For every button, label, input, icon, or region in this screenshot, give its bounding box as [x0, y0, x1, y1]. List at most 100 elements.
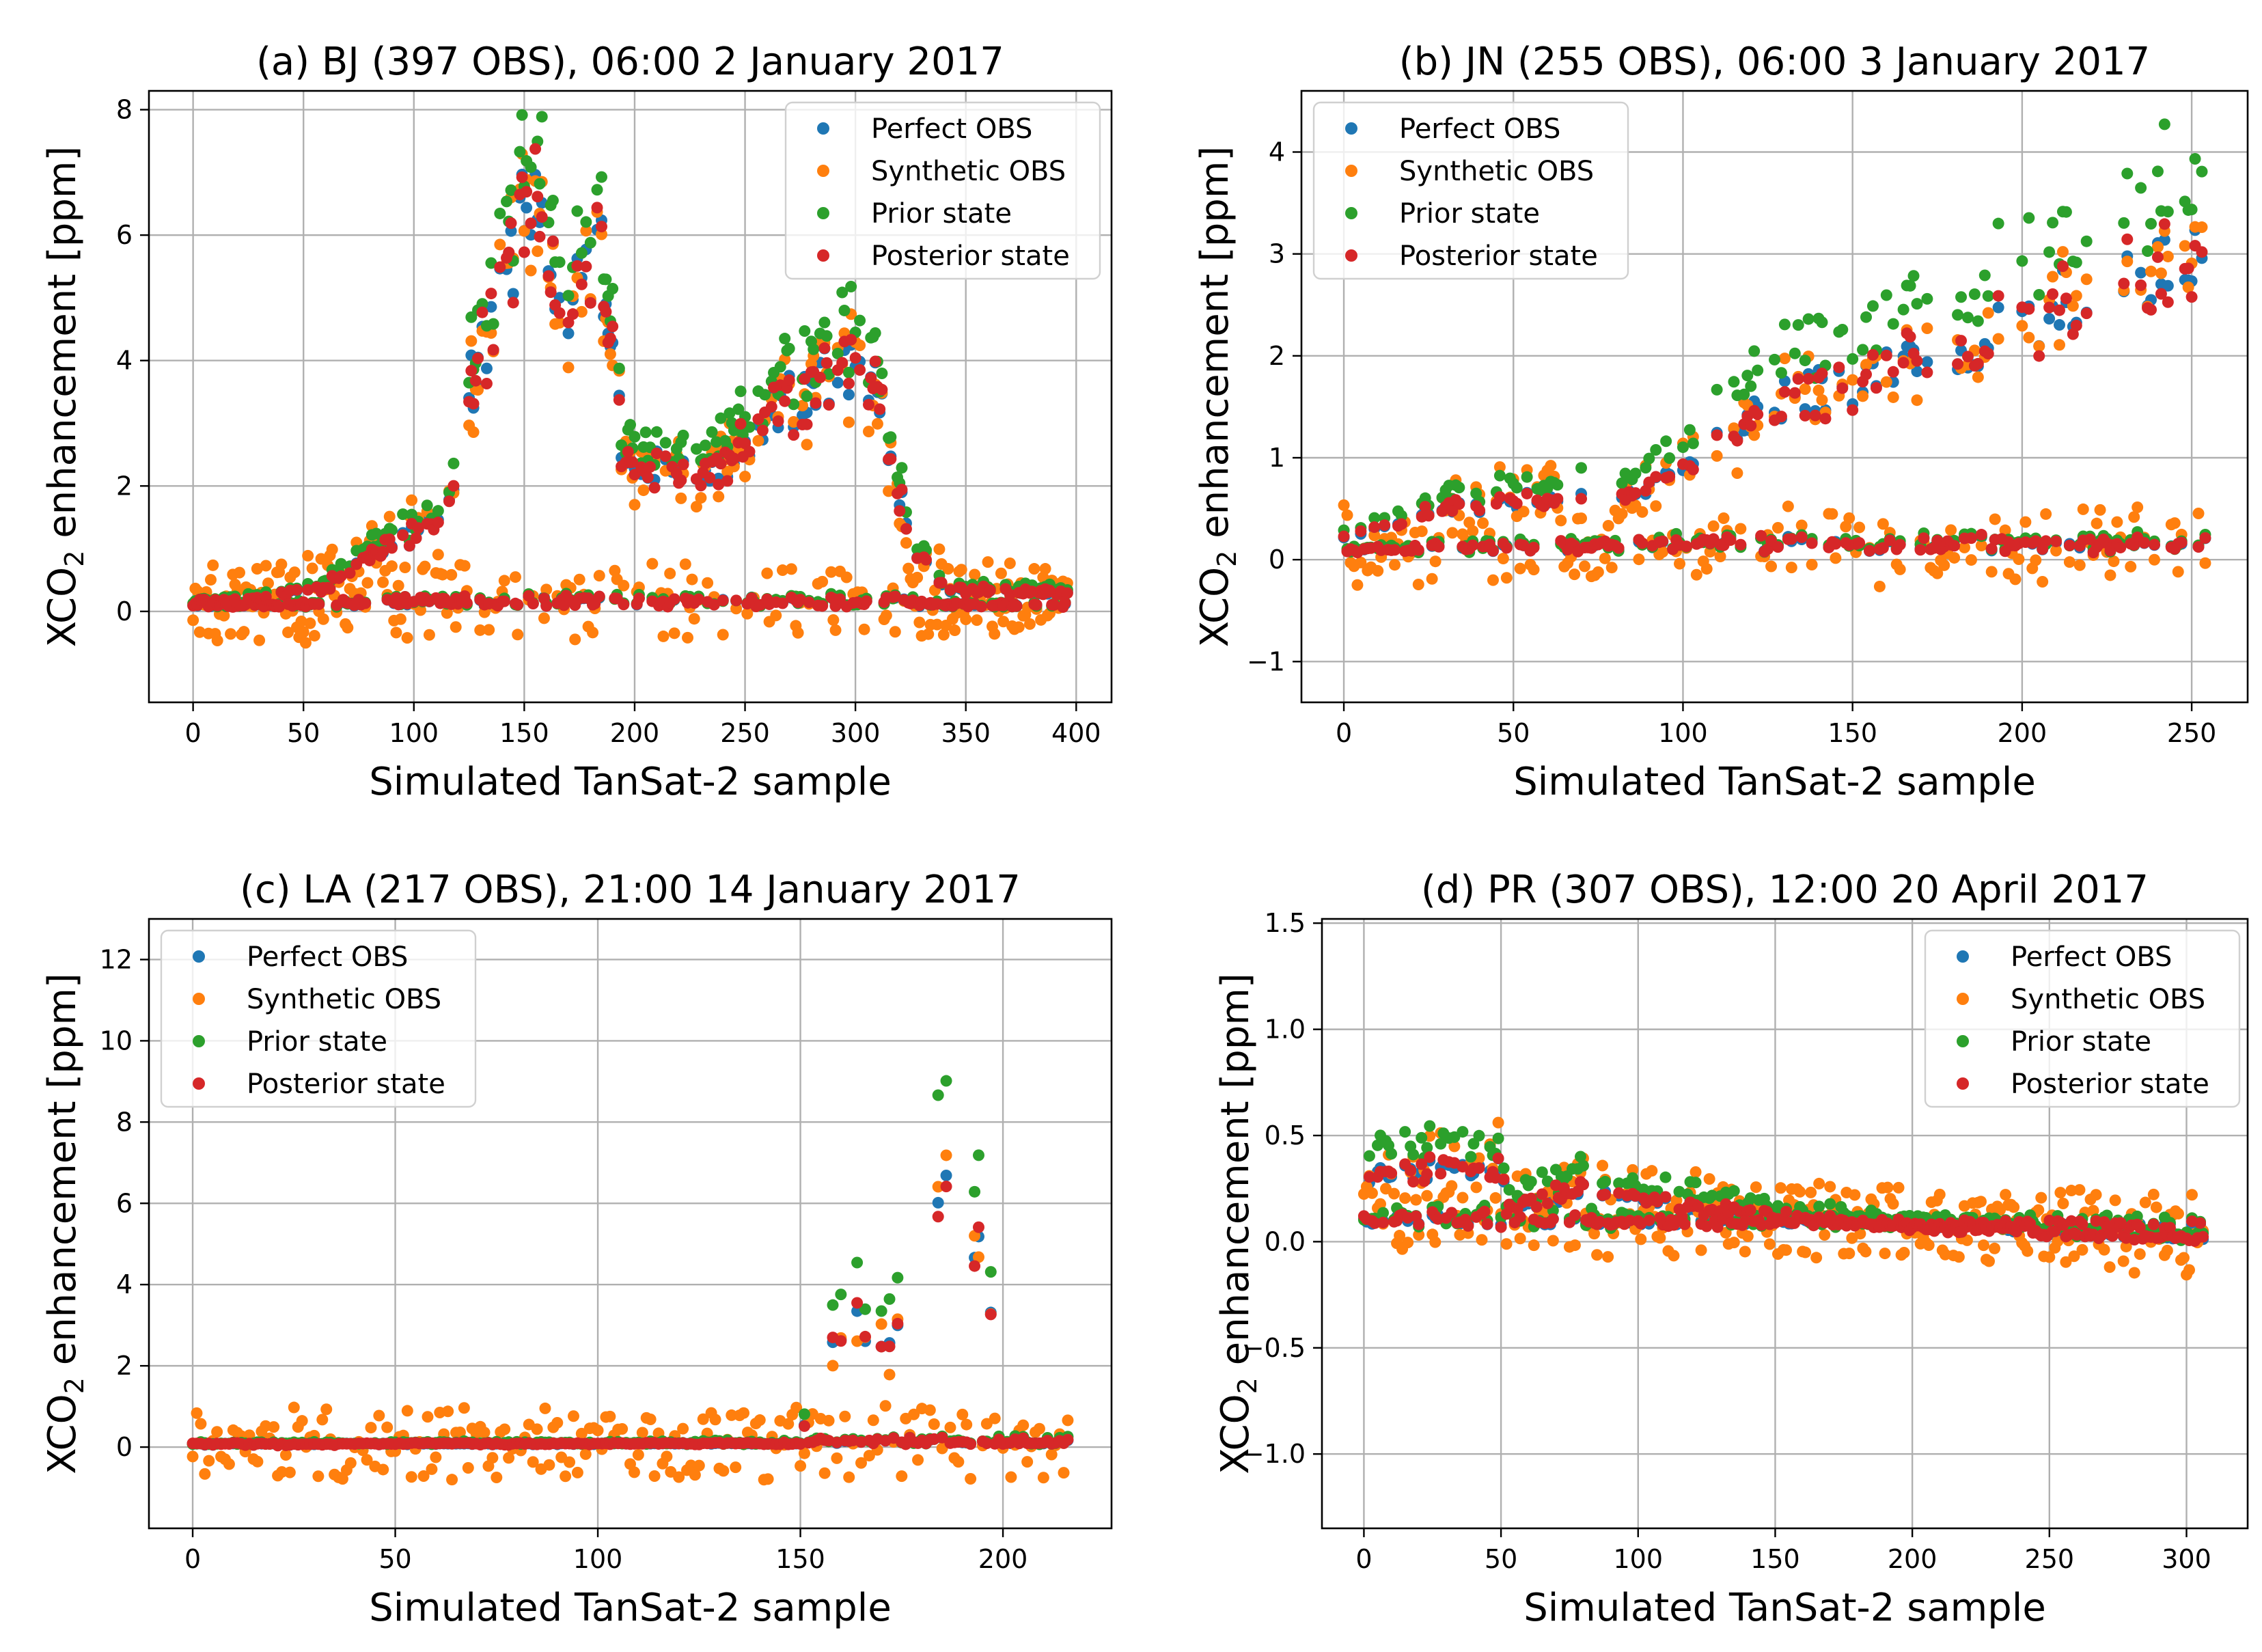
posterior-state-point — [1775, 411, 1787, 423]
synthetic-obs-point — [628, 1466, 640, 1478]
chart-title: (c) LA (217 OBS), 21:00 14 January 2017 — [240, 868, 1021, 912]
synthetic-obs-point — [2128, 511, 2140, 523]
synthetic-obs-point — [2177, 1252, 2190, 1264]
posterior-state-point — [776, 597, 788, 609]
synthetic-obs-point — [1575, 512, 1588, 525]
prior-state-point — [629, 430, 641, 443]
posterior-state-point — [544, 286, 557, 299]
posterior-state-point — [772, 415, 784, 427]
posterior-state-point — [1500, 542, 1513, 554]
posterior-state-point — [494, 261, 506, 273]
synthetic-obs-point — [902, 562, 915, 575]
synthetic-obs-point — [2120, 1241, 2132, 1253]
synthetic-obs-point — [2098, 1243, 2110, 1256]
synthetic-obs-point — [1728, 1237, 1740, 1249]
x-tick-label: 50 — [1485, 1544, 1517, 1574]
synthetic-obs-point — [871, 417, 883, 430]
prior-state-point — [1525, 1176, 1537, 1188]
synthetic-obs-point — [965, 1472, 977, 1485]
prior-state-point — [1575, 462, 1588, 474]
prior-state-point — [798, 1408, 810, 1420]
synthetic-obs-point — [637, 484, 650, 497]
synthetic-obs-point — [1351, 579, 1364, 591]
prior-state-point — [600, 273, 612, 286]
posterior-state-point — [1809, 409, 1821, 422]
synthetic-obs-point — [955, 564, 967, 576]
posterior-state-point — [302, 583, 314, 596]
x-tick-label: 150 — [1827, 718, 1877, 748]
x-tick-label: 50 — [1497, 718, 1530, 748]
synthetic-obs-point — [1028, 563, 1040, 575]
synthetic-obs-point — [2196, 221, 2208, 234]
posterior-state-point — [507, 297, 519, 309]
synthetic-obs-point — [392, 579, 404, 592]
synthetic-obs-point — [1922, 1239, 1935, 1251]
synthetic-obs-point — [1953, 1251, 1965, 1263]
synthetic-obs-point — [306, 562, 318, 575]
posterior-state-point — [613, 394, 625, 406]
synthetic-obs-point — [2087, 1204, 2099, 1217]
posterior-state-point — [291, 583, 303, 596]
synthetic-obs-point — [317, 613, 329, 625]
posterior-state-point — [2060, 292, 2072, 305]
synthetic-obs-point — [2183, 1264, 2196, 1276]
chart-title: (b) JN (255 OBS), 06:00 3 January 2017 — [1399, 40, 2151, 84]
synthetic-obs-point — [1004, 557, 1016, 570]
synthetic-obs-point — [1012, 621, 1025, 633]
prior-state-point — [1511, 482, 1523, 494]
synthetic-obs-point — [218, 609, 230, 622]
synthetic-obs-point — [251, 563, 263, 575]
synthetic-obs-point — [685, 1459, 697, 1472]
posterior-state-point — [633, 592, 645, 605]
posterior-state-point — [2049, 1225, 2061, 1237]
posterior-state-point — [1860, 368, 1873, 381]
synthetic-obs-point — [551, 1416, 564, 1429]
y-tick-label: 1.5 — [1265, 908, 1306, 938]
posterior-state-point — [626, 456, 639, 468]
synthetic-obs-point — [843, 1471, 855, 1483]
posterior-state-point — [465, 365, 478, 377]
posterior-state-point — [629, 469, 641, 481]
posterior-state-point — [1711, 429, 1723, 441]
posterior-state-point — [1833, 361, 1845, 374]
synthetic-obs-point — [1602, 1251, 1614, 1263]
posterior-state-point — [794, 594, 806, 606]
prior-state-point — [2151, 165, 2164, 178]
legend-label: Synthetic OBS — [2011, 984, 2205, 1015]
posterior-state-point — [525, 217, 537, 230]
synthetic-obs-point — [717, 629, 729, 641]
perfect-obs-point — [2135, 266, 2147, 279]
posterior-state-point — [1955, 335, 1968, 347]
posterior-state-point — [874, 403, 886, 415]
synthetic-obs-point — [690, 501, 702, 513]
posterior-state-point — [618, 598, 630, 611]
posterior-state-point — [1789, 387, 1801, 399]
y-tick-label: 8 — [116, 95, 133, 125]
perfect-obs-point — [940, 1169, 952, 1181]
synthetic-obs-point — [776, 564, 788, 577]
prior-state-point — [869, 327, 881, 339]
posterior-state-point — [2033, 350, 2045, 362]
synthetic-obs-point — [664, 567, 676, 579]
posterior-state-point — [944, 583, 956, 596]
prior-state-point — [799, 325, 811, 337]
posterior-state-point — [896, 484, 908, 496]
prior-state-point — [1424, 1120, 1436, 1132]
x-tick-label: 200 — [1998, 718, 2047, 748]
synthetic-obs-point — [2128, 1267, 2140, 1279]
synthetic-obs-point — [373, 1409, 385, 1422]
posterior-state-point — [1948, 540, 1961, 552]
synthetic-obs-point — [1668, 1250, 1680, 1262]
synthetic-obs-point — [2145, 265, 2157, 277]
synthetic-obs-point — [880, 609, 892, 622]
x-tick-label: 0 — [1336, 718, 1352, 748]
posterior-state-point — [1982, 348, 1994, 360]
synthetic-obs-point — [1989, 513, 2001, 525]
synthetic-obs-point — [2199, 557, 2211, 569]
posterior-state-point — [1866, 348, 1879, 361]
prior-state-point — [1493, 469, 1506, 482]
prior-state-point — [1399, 1126, 1411, 1138]
synthetic-obs-point — [1992, 333, 2004, 345]
synthetic-obs-point — [982, 556, 994, 568]
